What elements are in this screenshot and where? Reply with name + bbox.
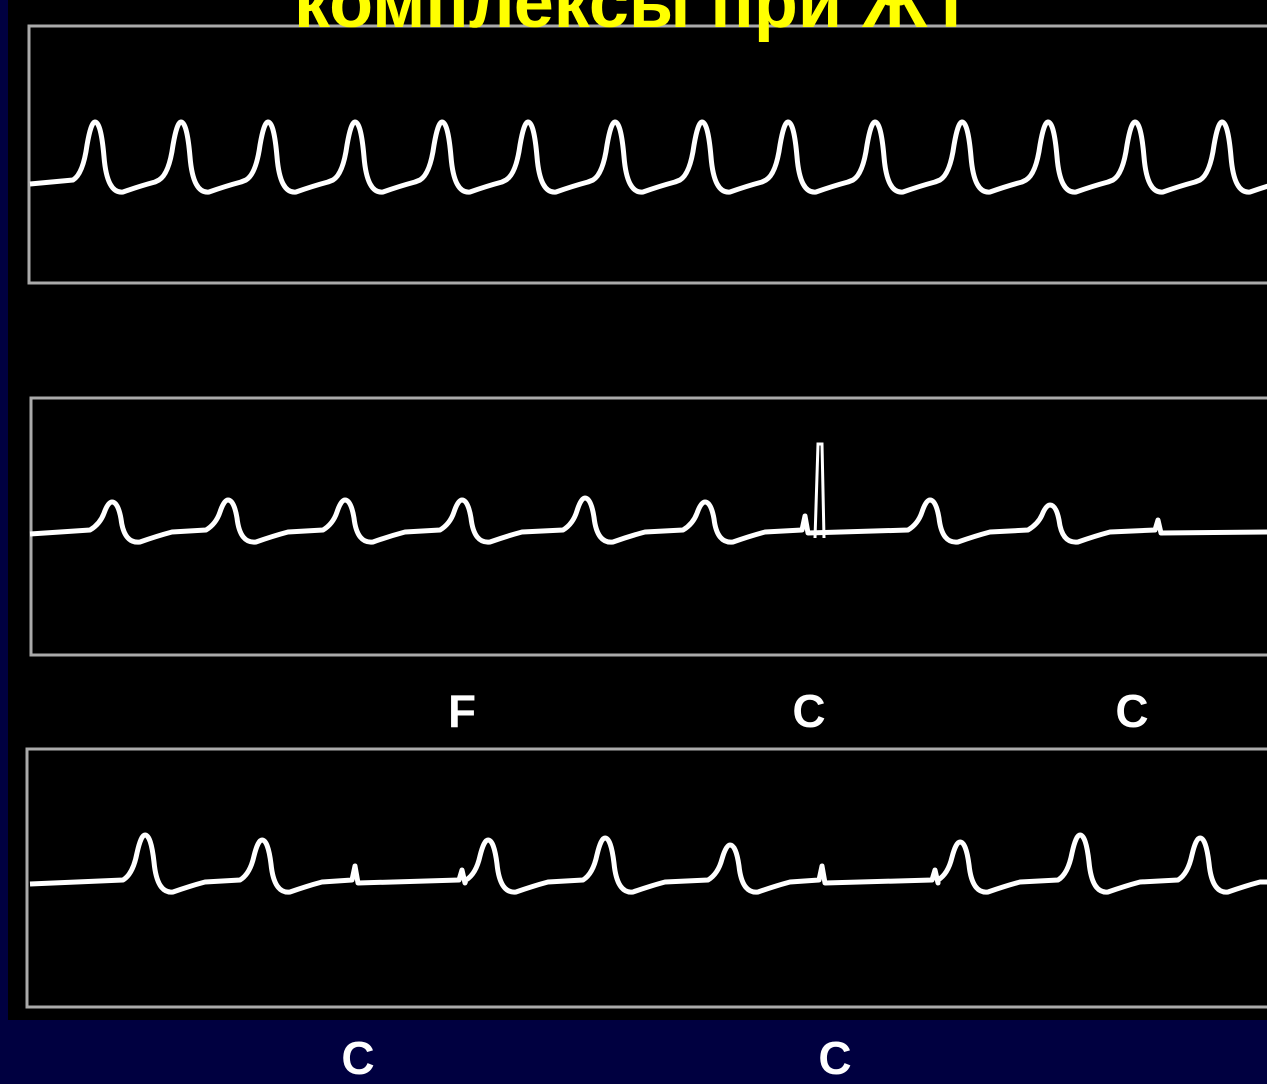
complex-label: F [447,685,477,737]
ecg-trace [29,119,1267,195]
strip-frame [29,396,1267,657]
complex-label: C [792,685,826,737]
complex-label: C [818,1032,852,1084]
black-panel [8,0,1267,1020]
ecg-trace [29,495,1267,545]
complex-label: C [1115,685,1149,737]
complex-label: C [341,1032,375,1084]
pacing-spike [813,442,826,539]
ecg-trace [29,832,1267,895]
strip-frame [27,24,1267,285]
strip-frame [25,747,1267,1009]
slide-title: комплексы при ЖТ [294,0,973,43]
